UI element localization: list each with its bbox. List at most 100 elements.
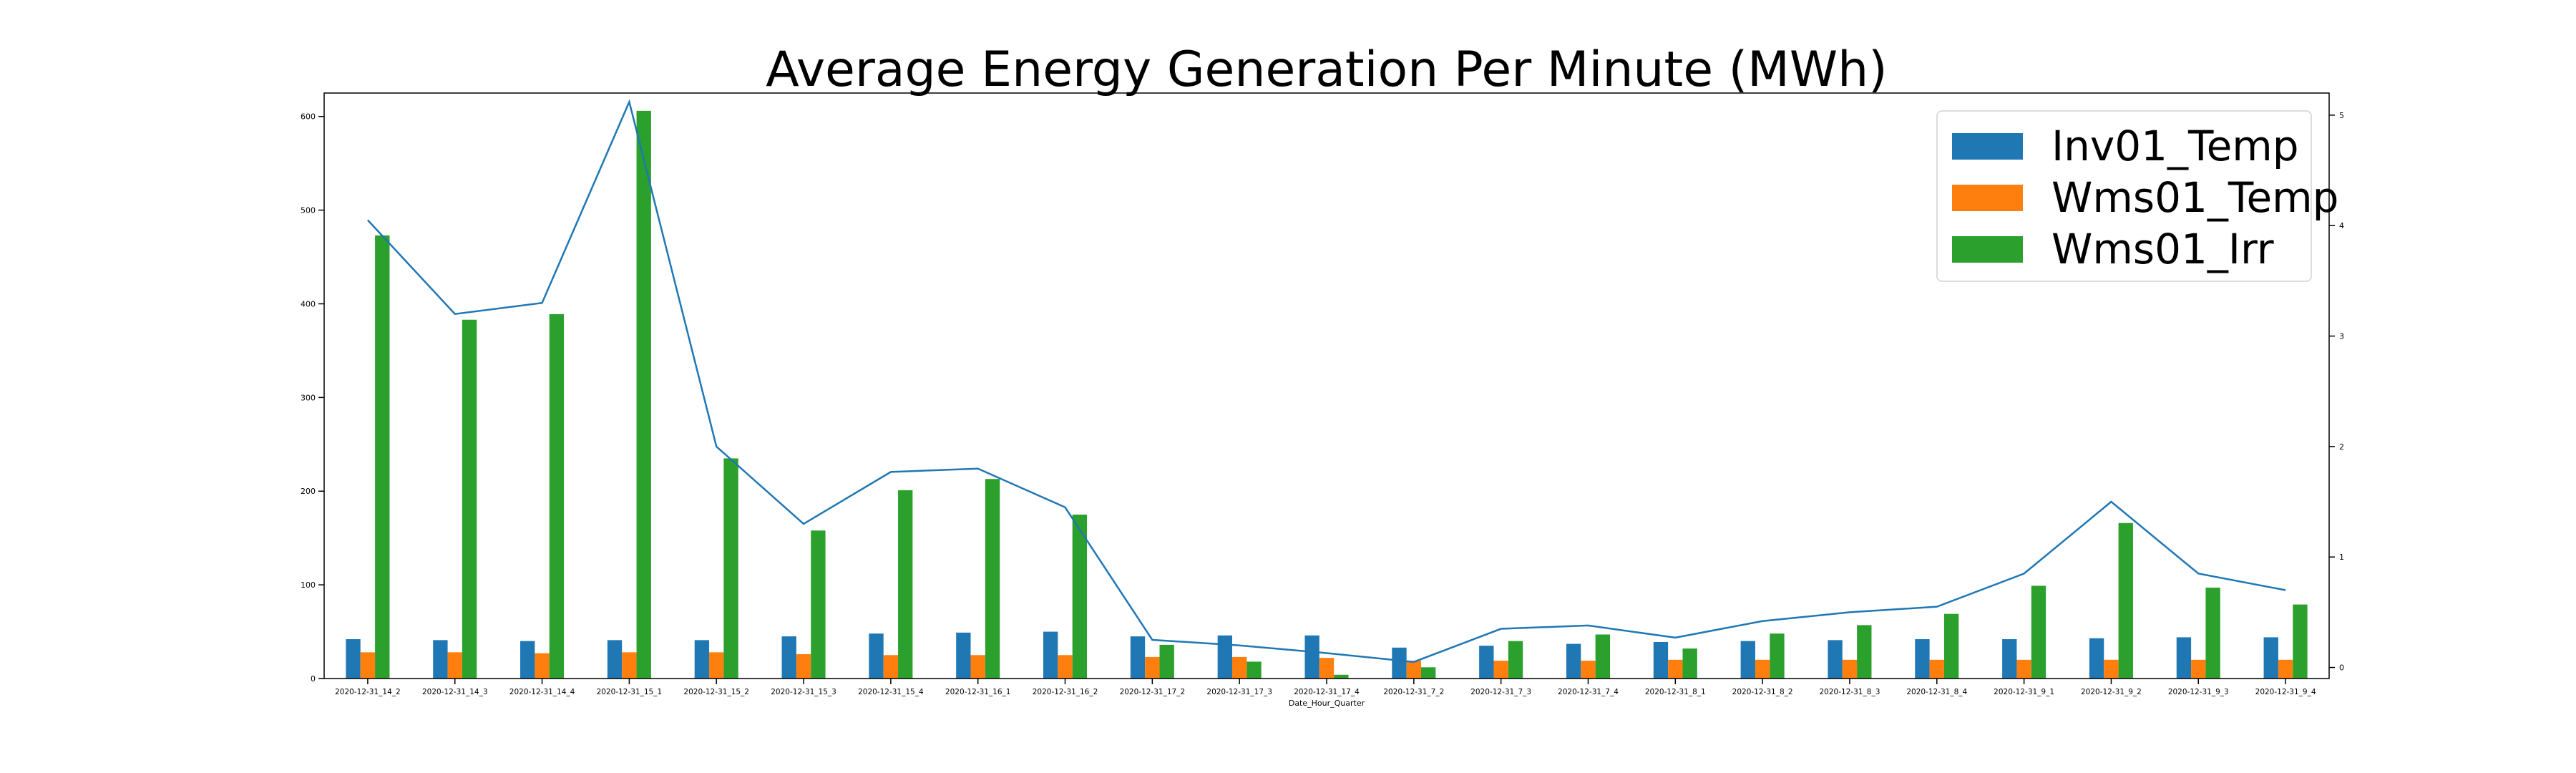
legend-label-inv01-temp: Inv01_Temp bbox=[2051, 122, 2299, 170]
x-tick-label-3: 2020-12-31_15_1 bbox=[597, 688, 663, 696]
legend-label-wms01-temp: Wms01_Temp bbox=[2051, 173, 2339, 222]
x-tick-label-10: 2020-12-31_17_3 bbox=[1206, 688, 1272, 696]
bar-inv01-temp-11 bbox=[1304, 635, 1319, 679]
legend-item-wms01-temp: Wms01_Temp bbox=[1952, 172, 2338, 223]
secondary-line-group bbox=[366, 99, 2286, 663]
y-tick-label-0: 0 bbox=[311, 674, 316, 684]
bar-wms01-temp-10 bbox=[1232, 656, 1247, 679]
axes-group: 0 100 200 300 400 500 600 0 1 2 3 4 5 2020-12-31_14_2… bbox=[301, 92, 2344, 708]
secondary-series-line bbox=[366, 99, 2286, 663]
bar-wms01-temp-14 bbox=[1581, 661, 1596, 679]
legend: Inv01_Temp Wms01_Temp Wms01_Irr bbox=[1936, 110, 2338, 282]
bar-wms01-irr-11 bbox=[1334, 674, 1349, 679]
bar-wms01-temp-4 bbox=[709, 652, 724, 679]
x-tick-label-5: 2020-12-31_15_3 bbox=[771, 688, 836, 696]
bar-wms01-temp-20 bbox=[2104, 659, 2119, 679]
bar-inv01-temp-5 bbox=[781, 636, 796, 679]
y-tick-label-500: 500 bbox=[301, 206, 316, 215]
bar-wms01-irr-17 bbox=[1857, 625, 1872, 679]
x-tick-label-9: 2020-12-31_17_2 bbox=[1120, 688, 1186, 696]
bar-wms01-temp-11 bbox=[1319, 658, 1335, 679]
y2-tick-label-3: 3 bbox=[2339, 332, 2344, 341]
x-tick-label-2: 2020-12-31_14_4 bbox=[509, 688, 575, 696]
x-tick-label-22: 2020-12-31_9_4 bbox=[2255, 688, 2316, 696]
y2-tick-label-2: 2 bbox=[2339, 442, 2344, 452]
bar-wms01-irr-7 bbox=[985, 479, 1000, 679]
bar-inv01-temp-10 bbox=[1217, 635, 1233, 679]
bar-wms01-irr-2 bbox=[549, 313, 565, 679]
bar-wms01-irr-5 bbox=[811, 530, 826, 679]
chart-title: Average Energy Generation Per Minute (MW… bbox=[766, 42, 1888, 98]
bar-wms01-irr-16 bbox=[1770, 633, 1785, 679]
x-tick-label-11: 2020-12-31_17_4 bbox=[1294, 688, 1360, 696]
bar-wms01-temp-2 bbox=[535, 653, 550, 679]
x-tick-label-21: 2020-12-31_9_3 bbox=[2168, 688, 2229, 696]
legend-item-inv01-temp: Inv01_Temp bbox=[1952, 120, 2299, 172]
y-tick-label-400: 400 bbox=[301, 299, 316, 308]
bar-wms01-temp-8 bbox=[1058, 655, 1073, 679]
bar-wms01-temp-17 bbox=[1842, 659, 1858, 679]
bar-wms01-temp-22 bbox=[2278, 659, 2293, 679]
bar-inv01-temp-8 bbox=[1043, 631, 1058, 679]
bar-wms01-irr-21 bbox=[2205, 588, 2220, 679]
y-tick-label-300: 300 bbox=[301, 393, 316, 402]
bar-inv01-temp-19 bbox=[2002, 639, 2017, 679]
y-tick-label-100: 100 bbox=[301, 580, 316, 590]
x-tick-label-13: 2020-12-31_7_3 bbox=[1470, 688, 1531, 696]
bar-inv01-temp-15 bbox=[1653, 641, 1669, 679]
bar-wms01-temp-13 bbox=[1493, 661, 1508, 679]
x-tick-label-0: 2020-12-31_14_2 bbox=[335, 688, 401, 696]
bar-wms01-temp-16 bbox=[1755, 659, 1770, 679]
bar-wms01-irr-19 bbox=[2031, 585, 2046, 679]
x-tick-label-4: 2020-12-31_15_2 bbox=[683, 688, 749, 696]
bar-wms01-temp-12 bbox=[1406, 661, 1421, 679]
bar-wms01-irr-12 bbox=[1420, 667, 1436, 679]
x-tick-label-18: 2020-12-31_8_4 bbox=[1906, 688, 1967, 696]
legend-swatch-wms01-irr bbox=[1952, 235, 2023, 263]
bar-wms01-temp-1 bbox=[447, 652, 462, 679]
bar-inv01-temp-21 bbox=[2176, 637, 2192, 679]
bar-wms01-temp-9 bbox=[1145, 656, 1160, 679]
bar-wms01-irr-22 bbox=[2293, 604, 2308, 679]
y2-tick-label-4: 4 bbox=[2339, 221, 2344, 230]
x-axis-label: Date_Hour_Quarter bbox=[1289, 699, 1365, 708]
x-tick-label-20: 2020-12-31_9_2 bbox=[2081, 688, 2142, 696]
bar-inv01-temp-1 bbox=[433, 640, 448, 679]
bar-wms01-temp-3 bbox=[622, 652, 637, 679]
bar-wms01-temp-0 bbox=[360, 652, 376, 679]
bar-wms01-temp-15 bbox=[1668, 659, 1683, 679]
bar-inv01-temp-7 bbox=[956, 632, 971, 679]
bar-inv01-temp-17 bbox=[1828, 640, 1843, 679]
bar-inv01-temp-18 bbox=[1915, 639, 1930, 679]
x-tick-label-16: 2020-12-31_8_2 bbox=[1732, 688, 1793, 696]
bar-wms01-temp-7 bbox=[970, 655, 985, 679]
bar-wms01-irr-1 bbox=[462, 319, 477, 679]
bar-wms01-temp-21 bbox=[2191, 659, 2206, 679]
bar-wms01-irr-15 bbox=[1682, 648, 1697, 679]
bar-inv01-temp-13 bbox=[1479, 646, 1494, 679]
x-tick-label-14: 2020-12-31_7_4 bbox=[1558, 688, 1619, 696]
bar-inv01-temp-12 bbox=[1392, 647, 1407, 679]
x-tick-label-17: 2020-12-31_8_3 bbox=[1820, 688, 1880, 696]
legend-swatch-wms01-temp bbox=[1952, 184, 2023, 211]
bar-inv01-temp-6 bbox=[869, 633, 884, 679]
x-tick-label-12: 2020-12-31_7_2 bbox=[1383, 688, 1444, 696]
bar-wms01-irr-3 bbox=[636, 110, 651, 679]
bar-wms01-temp-6 bbox=[883, 655, 899, 679]
bar-inv01-temp-4 bbox=[694, 640, 710, 679]
bars-group bbox=[346, 110, 2308, 679]
x-tick-label-7: 2020-12-31_16_1 bbox=[945, 688, 1011, 696]
bar-inv01-temp-22 bbox=[2263, 637, 2278, 679]
legend-item-wms01-irr: Wms01_Irr bbox=[1952, 223, 2274, 275]
bar-wms01-irr-20 bbox=[2118, 522, 2133, 679]
x-tick-label-15: 2020-12-31_8_1 bbox=[1645, 688, 1706, 696]
bar-inv01-temp-2 bbox=[520, 641, 535, 679]
x-tick-label-6: 2020-12-31_15_4 bbox=[858, 688, 924, 696]
bar-inv01-temp-0 bbox=[346, 639, 361, 679]
bar-inv01-temp-14 bbox=[1566, 643, 1581, 679]
bar-wms01-irr-4 bbox=[723, 458, 738, 679]
x-tick-label-1: 2020-12-31_14_3 bbox=[422, 688, 488, 696]
y-tick-label-600: 600 bbox=[301, 112, 316, 122]
bar-wms01-irr-9 bbox=[1159, 644, 1174, 679]
